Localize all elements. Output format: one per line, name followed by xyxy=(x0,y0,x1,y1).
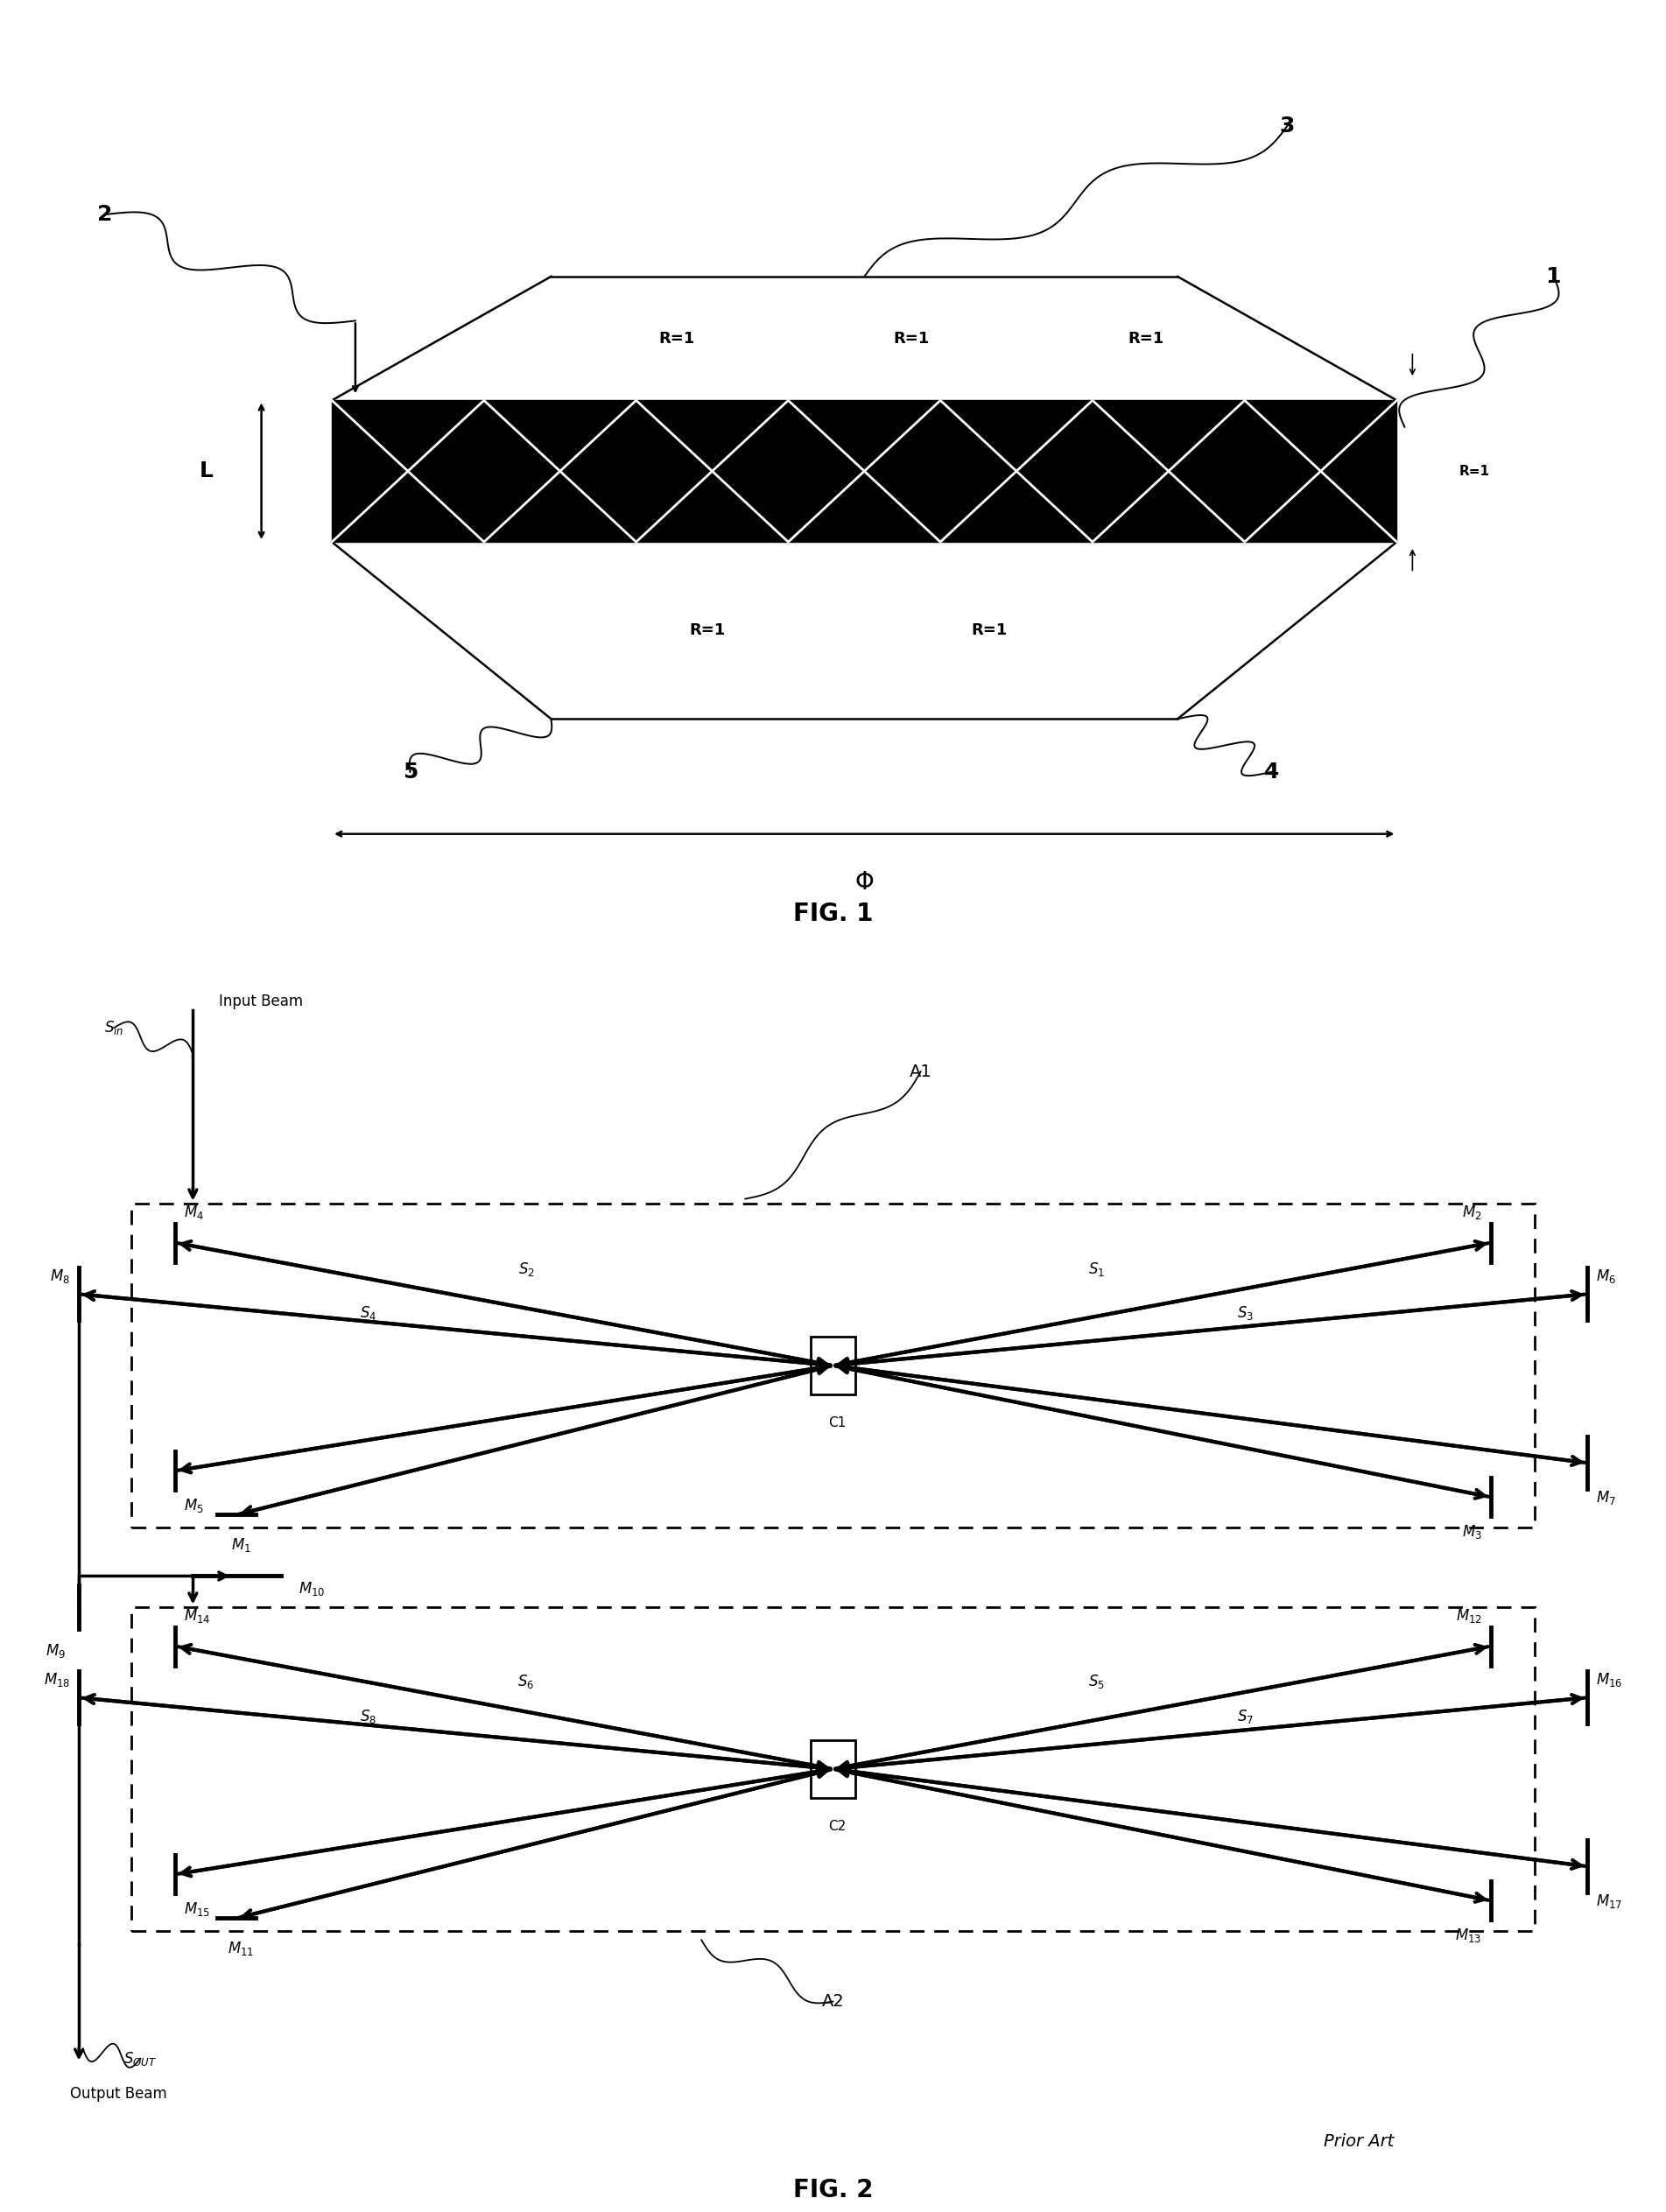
Text: R=1: R=1 xyxy=(690,622,726,639)
Text: $M_{13}$: $M_{13}$ xyxy=(1456,1927,1481,1944)
Text: L: L xyxy=(200,460,213,482)
Text: FIG. 2: FIG. 2 xyxy=(793,2179,873,2203)
Text: 4: 4 xyxy=(1264,761,1279,783)
Text: $S_1$: $S_1$ xyxy=(1088,1261,1105,1279)
Text: $M_4$: $M_4$ xyxy=(185,1203,205,1221)
Text: $M_{10}$: $M_{10}$ xyxy=(298,1579,325,1597)
Text: $S_{OUT}$: $S_{OUT}$ xyxy=(123,2051,157,2068)
Text: $M_{14}$: $M_{14}$ xyxy=(185,1606,212,1624)
Text: $M_{17}$: $M_{17}$ xyxy=(1596,1893,1623,1911)
Text: $M_{11}$: $M_{11}$ xyxy=(228,1940,255,1958)
Text: $M_7$: $M_7$ xyxy=(1596,1489,1616,1506)
Text: $M_9$: $M_9$ xyxy=(45,1641,65,1659)
Text: 1: 1 xyxy=(1546,265,1561,288)
Text: $S_6$: $S_6$ xyxy=(518,1672,535,1690)
Text: R=1: R=1 xyxy=(1128,330,1165,347)
Text: $M_2$: $M_2$ xyxy=(1463,1203,1481,1221)
Text: $S_5$: $S_5$ xyxy=(1088,1672,1105,1690)
Text: $M_3$: $M_3$ xyxy=(1461,1524,1481,1542)
Text: C1: C1 xyxy=(828,1416,846,1429)
Bar xyxy=(132,1606,1534,1931)
Text: R=1: R=1 xyxy=(971,622,1008,639)
Text: FIG. 1: FIG. 1 xyxy=(793,900,873,927)
Text: R=1: R=1 xyxy=(893,330,930,347)
Text: A2: A2 xyxy=(821,1993,845,2011)
Text: $S_8$: $S_8$ xyxy=(360,1708,377,1725)
Text: $S_2$: $S_2$ xyxy=(518,1261,535,1279)
Text: Input Beam: Input Beam xyxy=(220,993,303,1009)
Text: 2: 2 xyxy=(97,204,112,226)
Text: C2: C2 xyxy=(828,1820,846,1832)
Text: 3: 3 xyxy=(1279,115,1294,137)
Text: R=1: R=1 xyxy=(658,330,695,347)
Text: $S_7$: $S_7$ xyxy=(1236,1708,1253,1725)
Text: 5: 5 xyxy=(403,761,418,783)
Text: $S_4$: $S_4$ xyxy=(360,1305,377,1321)
Text: $M_8$: $M_8$ xyxy=(50,1267,70,1285)
Text: R=1: R=1 xyxy=(1459,465,1489,478)
Text: Output Beam: Output Beam xyxy=(70,2086,167,2101)
Text: $M_5$: $M_5$ xyxy=(185,1498,203,1515)
Bar xyxy=(332,400,1396,542)
Text: $S_3$: $S_3$ xyxy=(1236,1305,1253,1321)
Text: $M_{18}$: $M_{18}$ xyxy=(43,1672,70,1688)
Text: $M_{12}$: $M_{12}$ xyxy=(1456,1606,1481,1624)
Bar xyxy=(811,1336,855,1394)
Bar xyxy=(811,1741,855,1798)
Text: $M_{16}$: $M_{16}$ xyxy=(1596,1672,1623,1688)
Text: $M_{15}$: $M_{15}$ xyxy=(185,1900,210,1918)
Text: Prior Art: Prior Art xyxy=(1324,2135,1394,2150)
Bar xyxy=(132,1203,1534,1528)
Text: $S_{in}$: $S_{in}$ xyxy=(105,1020,123,1037)
Text: $\Phi$: $\Phi$ xyxy=(855,869,875,896)
Text: A1: A1 xyxy=(910,1064,931,1079)
Text: $M_1$: $M_1$ xyxy=(232,1537,252,1555)
Text: $M_6$: $M_6$ xyxy=(1596,1267,1616,1285)
